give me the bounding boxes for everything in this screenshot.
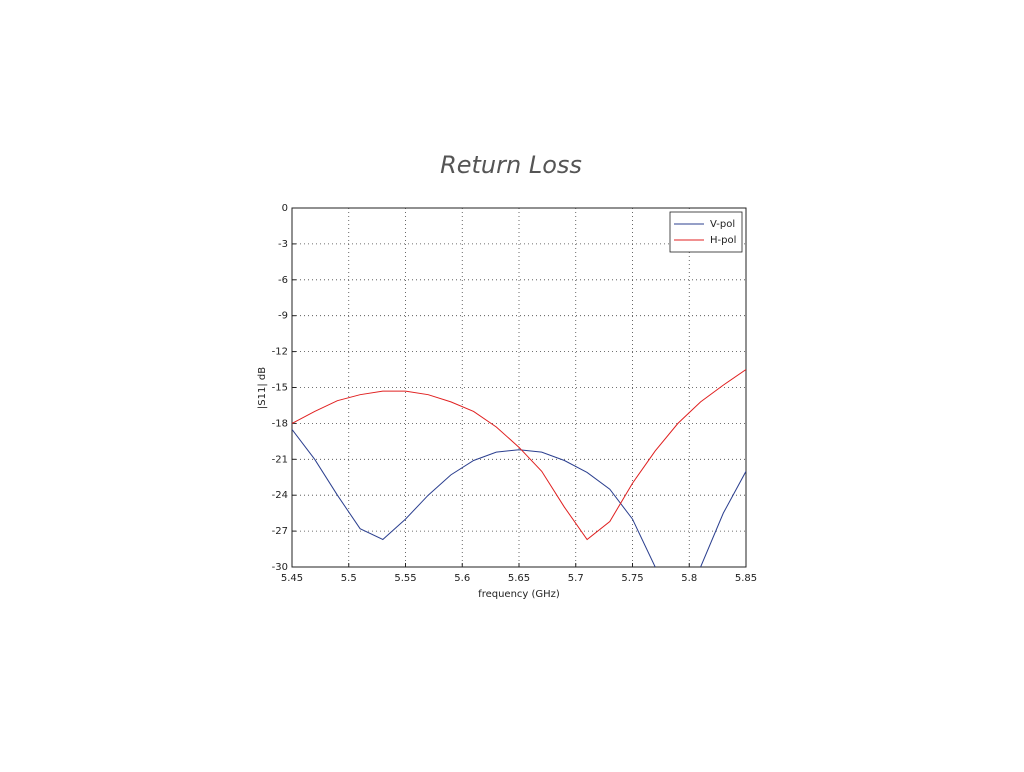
chart-title: Return Loss [440,151,582,179]
legend-label: V-pol [710,219,735,230]
x-tick-label: 5.5 [341,573,357,584]
y-tick-label: -9 [278,311,288,322]
legend-label: H-pol [710,235,736,246]
y-tick-label: -3 [278,239,288,250]
y-tick-label: -18 [272,418,288,429]
plot-area [292,208,746,567]
y-tick-label: -15 [272,383,288,394]
y-tick-label: -30 [272,562,288,573]
y-tick-label: -24 [272,490,288,501]
x-tick-label: 5.7 [568,573,584,584]
x-tick-label: 5.65 [508,573,530,584]
plot-lines [292,369,746,567]
y-tick-label: 0 [282,203,288,214]
plot-frame [291,207,747,568]
x-tick-label: 5.75 [621,573,643,584]
y-tick-label: -27 [272,526,288,537]
y-axis-label: |S11| dB [257,367,268,409]
y-tick-label: -21 [272,454,288,465]
x-tick-label: 5.45 [281,573,303,584]
x-tick-label: 5.55 [394,573,416,584]
y-tick-label: -12 [272,347,288,358]
legend-box [669,211,743,253]
x-tick-label: 5.8 [681,573,697,584]
x-axis-label: frequency (GHz) [478,589,560,600]
data-line [292,429,746,567]
x-tick-label: 5.6 [454,573,470,584]
x-tick-label: 5.85 [735,573,757,584]
data-line [292,369,746,541]
y-tick-label: -6 [278,275,288,286]
